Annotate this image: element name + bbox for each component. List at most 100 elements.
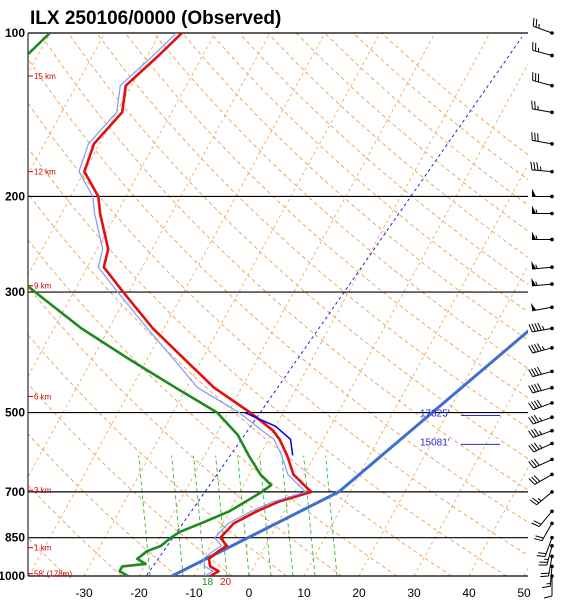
wind-barb-full: [537, 133, 539, 142]
wind-barb: [542, 564, 554, 589]
wind-barb-full: [531, 476, 538, 484]
wind-barb-full: [533, 414, 540, 423]
wind-barb-full: [536, 399, 543, 407]
wind-barb-full: [528, 445, 535, 453]
pressure-tick-label: 700: [5, 485, 25, 499]
mixing-ratio-line: [237, 455, 250, 576]
wind-barb-full: [533, 458, 540, 466]
height-label: 3 km: [34, 486, 52, 495]
reference-dashed-line: [145, 36, 523, 576]
wind-barb-staff: [532, 387, 553, 394]
wind-barb-full: [533, 442, 540, 450]
wind-barb-full: [536, 162, 539, 171]
wind-barb-full: [530, 401, 537, 410]
wind-barb-full: [531, 384, 537, 393]
isotherm-line: [358, 265, 528, 576]
dry-adiabat-line: [153, 33, 528, 370]
mixing-ratio-line: [215, 455, 228, 576]
dry-adiabat-line: [181, 33, 528, 341]
wind-barb-full: [531, 443, 537, 451]
wind-barb-full: [528, 402, 534, 411]
dry-adiabat-line: [96, 33, 528, 429]
wind-barb: [532, 231, 554, 242]
wind-barb-staff: [532, 79, 553, 87]
wind-barb-staff: [544, 537, 553, 557]
wind-barb: [528, 428, 554, 439]
wind-barb-full: [530, 415, 537, 424]
wind-barb-full: [534, 367, 539, 376]
wind-barb: [528, 472, 554, 485]
wind-barb-full: [534, 343, 539, 352]
pressure-tick-label: 500: [5, 406, 25, 420]
isotherm-line: [303, 164, 528, 576]
wind-barb-half: [535, 281, 538, 286]
dry-adiabat-line: [324, 33, 528, 206]
wind-barb-half: [535, 235, 538, 240]
wind-barb-staff: [533, 430, 553, 439]
wind-barb: [528, 343, 554, 354]
temperature-trace: [83, 33, 313, 576]
surface-values: 18 20: [202, 577, 232, 588]
wind-barb-staff: [546, 545, 553, 566]
wind-barb: [538, 544, 554, 566]
wind-barb-full: [536, 555, 546, 557]
wind-barb-flag: [532, 231, 536, 240]
height-label: 15 km: [34, 72, 56, 81]
wind-barb: [528, 457, 554, 469]
wind-barb-staff: [532, 108, 553, 113]
mixing-ratio-line: [281, 455, 294, 576]
wind-barb-full: [536, 366, 542, 375]
isotherm-line: [28, 33, 326, 576]
temperature-tick-label: -20: [130, 586, 148, 600]
surface-temperature-label: 20: [220, 577, 232, 588]
wind-barb-half: [538, 417, 543, 422]
pressure-tick-label: 850: [5, 531, 25, 545]
wind-barb-half: [541, 346, 545, 351]
wind-barb-full: [528, 430, 534, 438]
isotherm-line: [248, 63, 528, 576]
wind-barb: [528, 366, 554, 378]
wind-barb-full: [533, 400, 540, 408]
wind-barb: [528, 414, 554, 425]
wind-barb: [532, 42, 554, 58]
wind-barb-full: [532, 17, 535, 27]
mixing-ratio-line: [138, 455, 151, 576]
wind-barb-half: [538, 430, 543, 435]
pressure-tick-labels: 100 200 300 500 700 850 1000: [0, 26, 25, 583]
wind-barb-full: [534, 132, 536, 141]
wind-barb-half: [535, 209, 538, 214]
wind-barb: [531, 277, 554, 287]
temperature-tick-label: 20: [352, 586, 366, 600]
wind-barb: [543, 574, 554, 599]
height-label: 9 km: [34, 282, 52, 291]
isotherm-line: [193, 33, 491, 576]
temperature-tick-labels: -30 -20 -10 0 10 20 30 40 50: [75, 586, 531, 600]
wind-barbs: [528, 17, 554, 599]
mixing-ratio-line: [171, 455, 184, 576]
isobars: [27, 32, 528, 577]
temperature-tick-label: 40: [462, 586, 476, 600]
wind-barb-staff: [541, 523, 553, 541]
temperature-tick-label: 30: [407, 586, 421, 600]
wind-barb: [530, 161, 554, 174]
wind-barb-full: [529, 499, 537, 506]
wind-barb-full: [533, 475, 541, 482]
wind-barb: [528, 441, 554, 453]
level-annotation: 15081': [420, 437, 450, 448]
wind-barb-half: [535, 264, 538, 269]
dry-adiabat-line: [28, 57, 528, 523]
dry-adiabat-line: [210, 33, 528, 313]
dry-adiabat-line: [28, 433, 177, 576]
wind-barb-full: [533, 537, 543, 542]
wind-barb-staff: [532, 49, 553, 56]
lifted-parcel-line: [171, 329, 528, 576]
dry-adiabat-line: [67, 33, 528, 460]
wind-barb: [536, 535, 554, 557]
wind-barb: [528, 399, 554, 411]
wind-barb-staff: [534, 473, 553, 485]
level-annotations: 17825' 15081': [420, 409, 500, 448]
wind-barb-full: [534, 323, 539, 332]
wind-barb-half: [541, 325, 545, 331]
wind-barb-staff: [536, 491, 553, 506]
virtual-temperature-trace: [78, 33, 307, 576]
